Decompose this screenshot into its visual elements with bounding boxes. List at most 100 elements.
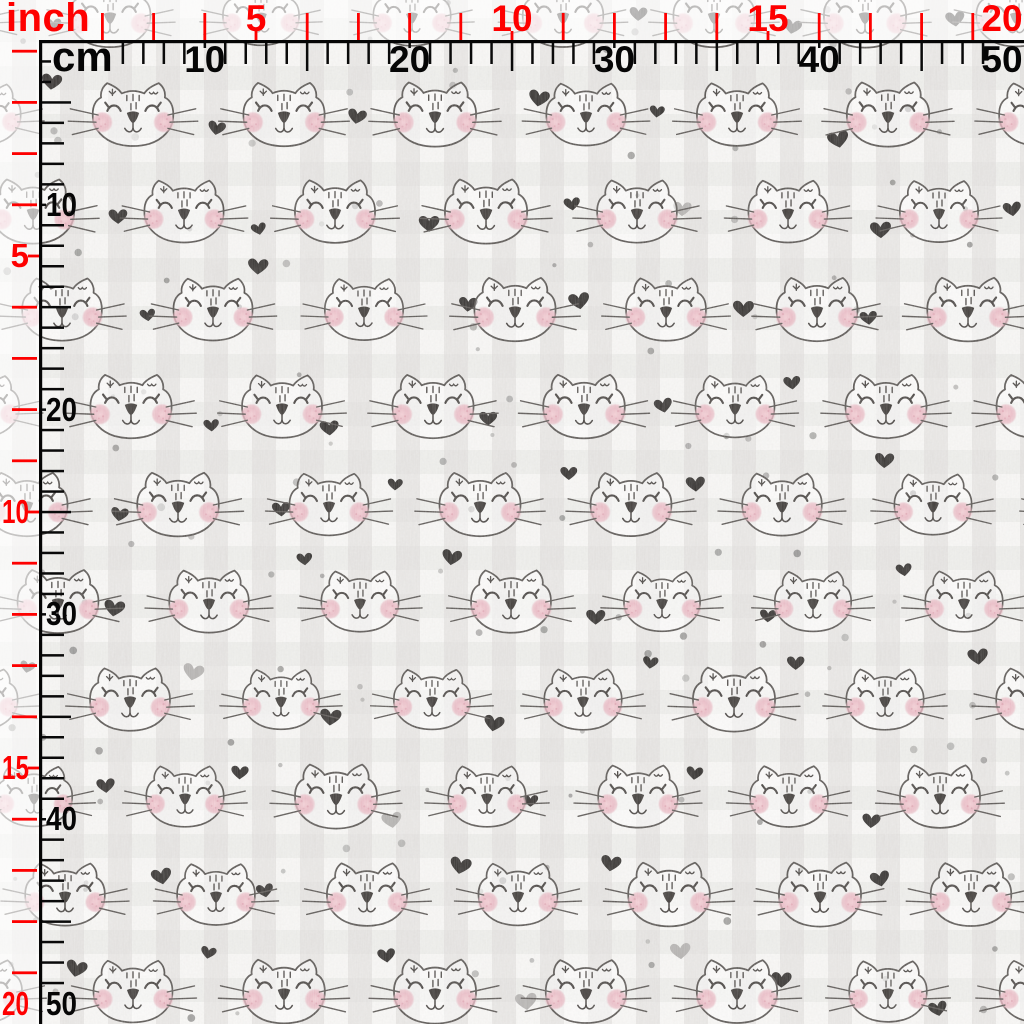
cm-tick [42,326,64,329]
left-cm-number-40: 40 [46,800,77,837]
cm-tick [42,531,64,534]
cm-tick [387,43,391,64]
cm-tick [326,43,329,64]
cm-tick [42,142,64,145]
cm-tick [42,101,71,104]
cm-tick [981,43,985,64]
cm-tick [654,43,657,64]
cm-tick [42,183,64,186]
inch-tick [664,13,667,40]
cm-tick [42,961,64,964]
cm-tick [42,285,64,288]
cm-tick [42,162,64,166]
left-inch-number-20: 20 [2,985,29,1022]
cm-tick [42,265,64,268]
inch-tick [920,13,923,40]
cm-unit-label: cm [52,33,113,80]
inch-tick [561,13,565,40]
inch-tick [715,13,719,40]
left-cm-number-10: 10 [46,186,77,223]
inch-tick [12,101,37,104]
cm-tick [42,777,64,780]
cm-tick [42,449,64,452]
inch-tick [12,869,37,872]
cm-tick [42,736,64,739]
cm-tick [42,387,64,391]
inch-tick [357,13,360,40]
cm-tick [42,879,64,882]
left-ruler-baseline [39,40,43,1024]
inch-tick [12,357,37,360]
cm-tick [592,43,596,64]
cm-tick [715,43,719,71]
inch-tick [12,203,37,207]
left-inch-number-5: 5 [11,237,29,274]
cm-tick [756,43,759,64]
inch-tick [971,13,975,40]
cm-tick-numbered [613,43,616,48]
cm-tick [224,43,227,64]
cm-tick [572,43,575,64]
top-inch-number-5: 5 [246,0,267,39]
cm-tick [367,43,370,64]
cm-tick [777,43,780,64]
cm-tick [961,43,964,64]
cm-tick [42,80,51,84]
inch-tick-numbered [28,254,39,258]
cm-tick [42,224,64,227]
left-ruler-margin [0,40,40,1024]
cm-tick [490,43,493,64]
cm-tick [469,43,473,64]
cm-tick [42,838,64,841]
inch-tick [12,561,37,565]
cm-tick [858,43,862,64]
inch-tick [459,13,463,40]
inch-tick [12,664,37,667]
top-cm-scale: 10 20 30 40 50 [121,39,1023,80]
inch-tick [12,715,37,719]
top-cm-number-20: 20 [389,39,430,80]
left-inch-number-15: 15 [2,749,29,786]
cm-tick [42,633,64,637]
inch-tick [12,817,37,821]
inch-tick [613,13,616,40]
cm-tick [142,43,145,64]
top-inch-number-10: 10 [491,0,532,39]
cm-tick [42,469,64,473]
cm-tick-numbered [203,43,207,48]
cm-tick [42,490,64,493]
left-cm-number-30: 30 [46,595,77,632]
top-cm-number-40: 40 [799,39,840,80]
inch-tick [12,459,37,463]
cm-tick [449,43,452,64]
cm-tick-numbered [42,613,46,616]
cm-tick [42,244,64,247]
cm-tick [42,592,64,596]
cm-tick [42,305,71,309]
cm-tick [42,60,51,63]
inch-tick-numbered [766,31,770,40]
cm-tick [42,121,64,125]
inch-unit-label: inch [6,0,90,40]
top-cm-number-50: 50 [981,39,1022,80]
inch-tick-numbered [254,31,258,40]
cm-tick [899,43,903,64]
cm-tick [42,715,71,719]
inch-tick [408,13,411,40]
cm-tick [244,43,247,64]
top-ruler-baseline [39,40,1024,44]
cm-tick [42,551,64,555]
cm-tick [162,43,166,64]
cm-tick [42,899,64,903]
inch-tick-numbered [28,766,39,770]
cm-tick-numbered [42,408,46,411]
top-inch-number-20: 20 [981,0,1022,39]
cm-tick [695,43,698,64]
cm-tick [736,43,739,64]
cm-tick [838,43,841,64]
cm-tick [920,43,923,71]
inch-tick [12,305,37,309]
